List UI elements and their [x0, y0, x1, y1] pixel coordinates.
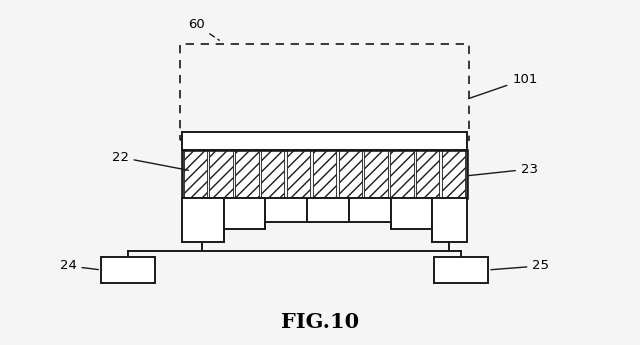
Bar — [236, 150, 259, 198]
Text: FIG.10: FIG.10 — [281, 312, 359, 332]
Bar — [182, 198, 223, 242]
Bar — [364, 150, 388, 198]
Bar — [442, 150, 465, 198]
Bar — [266, 198, 307, 222]
Text: 24: 24 — [60, 259, 99, 272]
Bar — [182, 132, 467, 150]
Bar — [313, 150, 336, 198]
Text: 25: 25 — [491, 259, 549, 272]
Bar — [182, 150, 467, 198]
Bar — [101, 257, 155, 283]
Text: 60: 60 — [188, 18, 220, 40]
Bar — [391, 198, 431, 228]
Bar — [349, 198, 391, 222]
Bar — [416, 150, 440, 198]
Bar — [431, 198, 467, 242]
Bar — [390, 150, 413, 198]
Bar — [261, 150, 284, 198]
Bar — [223, 198, 266, 228]
Bar — [209, 150, 233, 198]
Bar — [307, 198, 349, 222]
Bar — [339, 150, 362, 198]
Bar — [180, 43, 469, 140]
Bar — [184, 150, 207, 198]
Bar — [434, 257, 488, 283]
Text: 101: 101 — [468, 73, 538, 99]
Text: 23: 23 — [468, 162, 538, 176]
Text: 22: 22 — [111, 151, 189, 170]
Bar — [287, 150, 310, 198]
